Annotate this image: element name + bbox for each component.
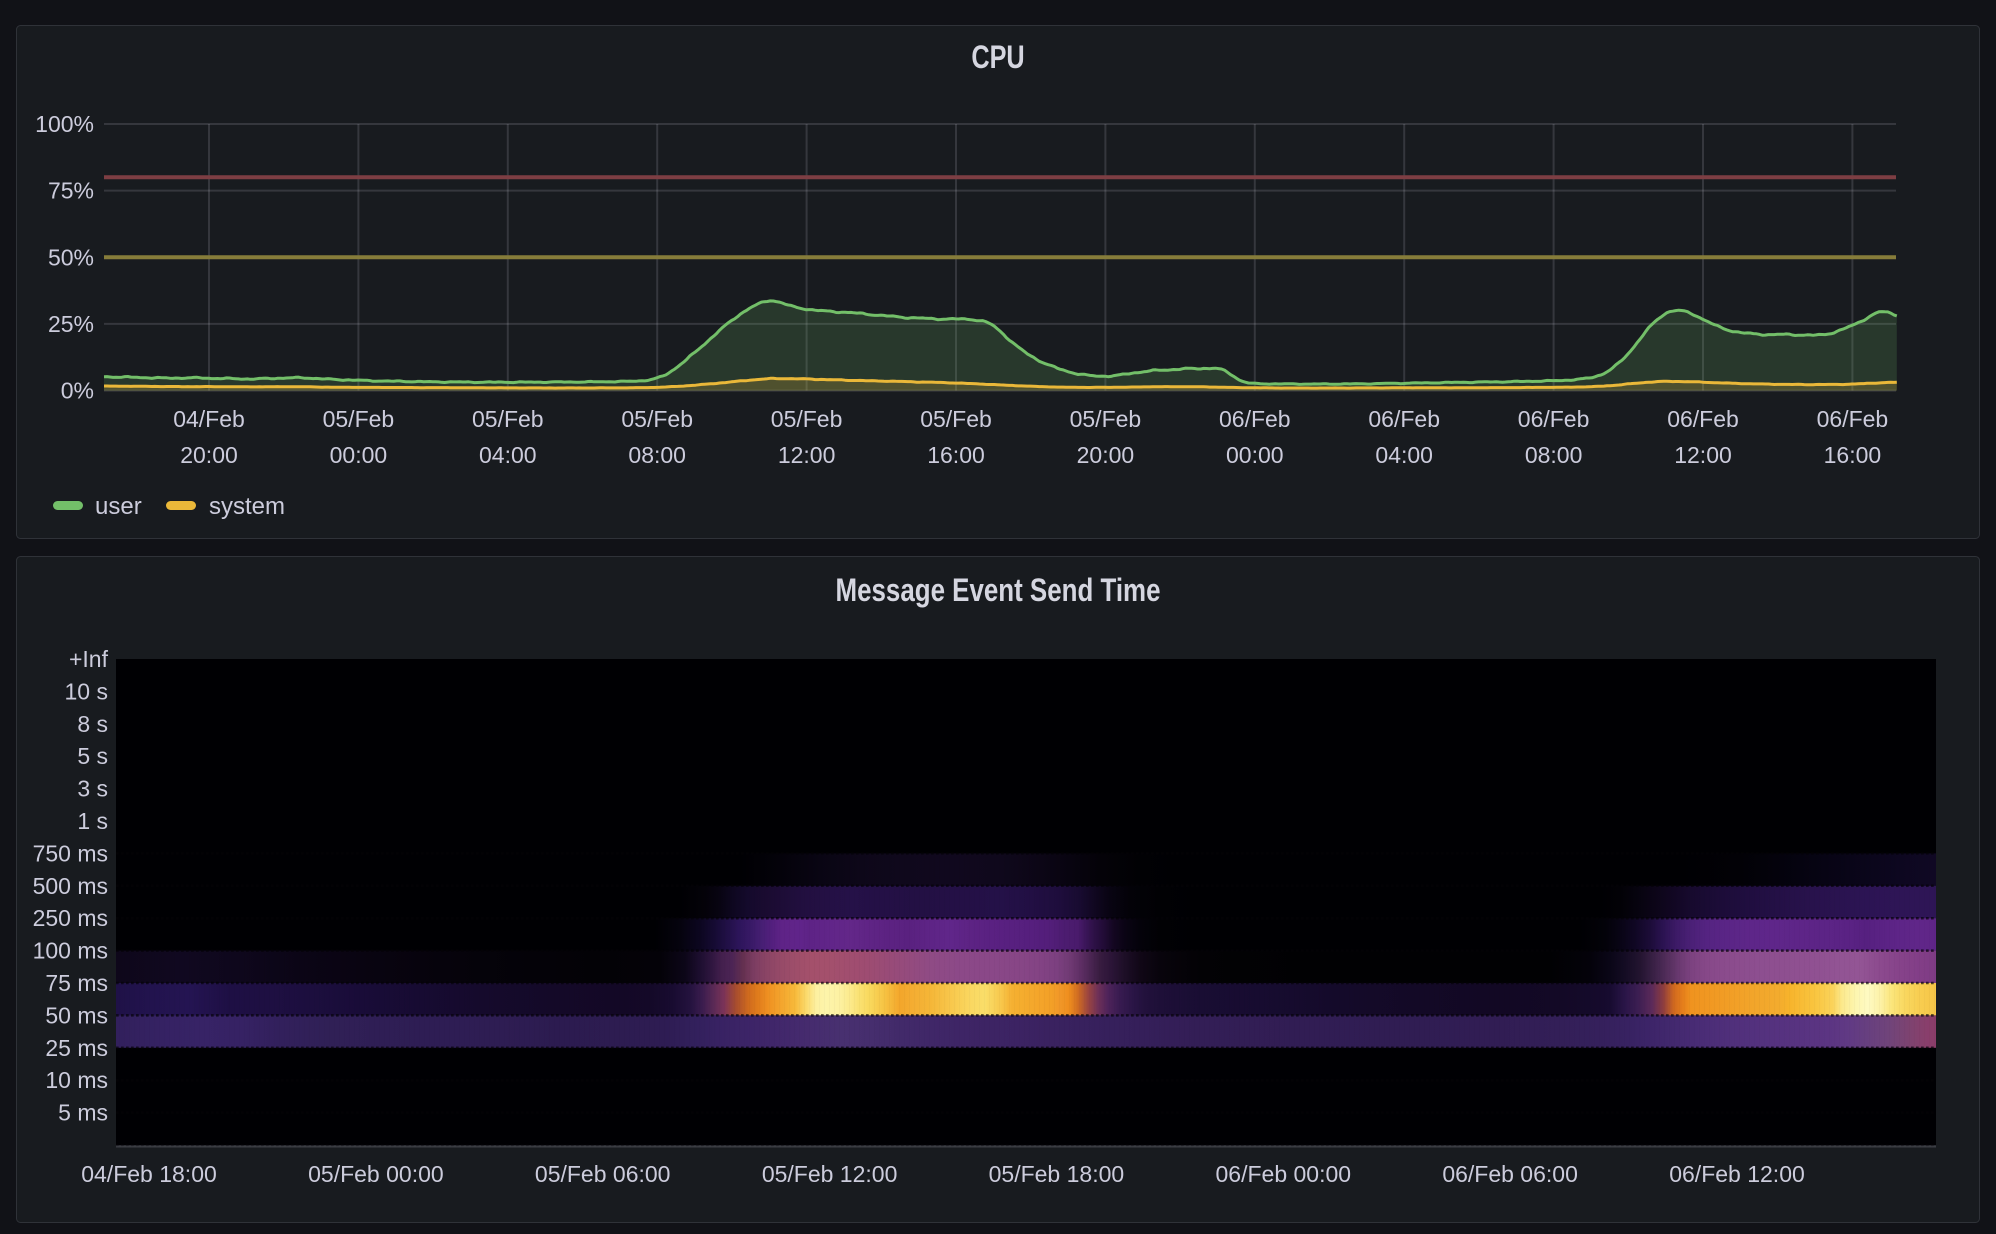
svg-text:16:00: 16:00 [1824, 442, 1882, 468]
svg-text:20:00: 20:00 [1077, 442, 1135, 468]
svg-text:5 ms: 5 ms [58, 1100, 108, 1126]
svg-text:06/Feb: 06/Feb [1667, 406, 1739, 432]
svg-text:12:00: 12:00 [1674, 442, 1732, 468]
svg-text:25 ms: 25 ms [45, 1035, 108, 1061]
svg-text:04/Feb 18:00: 04/Feb 18:00 [81, 1161, 217, 1187]
svg-text:06/Feb 12:00: 06/Feb 12:00 [1669, 1161, 1805, 1187]
svg-text:25%: 25% [48, 311, 94, 337]
svg-text:05/Feb 12:00: 05/Feb 12:00 [762, 1161, 898, 1187]
svg-text:75%: 75% [48, 178, 94, 204]
svg-text:06/Feb 06:00: 06/Feb 06:00 [1442, 1161, 1578, 1187]
svg-text:04/Feb: 04/Feb [173, 406, 245, 432]
svg-text:06/Feb: 06/Feb [1368, 406, 1440, 432]
svg-text:CPU: CPU [971, 40, 1024, 76]
svg-text:100%: 100% [35, 111, 94, 137]
svg-text:10 ms: 10 ms [45, 1067, 108, 1093]
svg-text:500 ms: 500 ms [33, 873, 108, 899]
svg-text:system: system [209, 493, 285, 520]
svg-text:0%: 0% [61, 378, 94, 404]
svg-text:00:00: 00:00 [1226, 442, 1284, 468]
svg-text:05/Feb 06:00: 05/Feb 06:00 [535, 1161, 671, 1187]
svg-text:12:00: 12:00 [778, 442, 836, 468]
svg-text:user: user [95, 493, 142, 520]
svg-text:1 s: 1 s [77, 808, 108, 834]
svg-text:06/Feb: 06/Feb [1219, 406, 1291, 432]
svg-text:05/Feb: 05/Feb [771, 406, 843, 432]
svg-text:50%: 50% [48, 244, 94, 270]
svg-text:08:00: 08:00 [628, 442, 686, 468]
svg-text:10 s: 10 s [65, 678, 108, 704]
svg-text:Message Event Send Time: Message Event Send Time [836, 574, 1161, 609]
svg-text:16:00: 16:00 [927, 442, 985, 468]
svg-text:750 ms: 750 ms [33, 840, 108, 866]
svg-text:06/Feb: 06/Feb [1817, 406, 1889, 432]
svg-text:250 ms: 250 ms [33, 905, 108, 931]
svg-text:05/Feb: 05/Feb [1070, 406, 1142, 432]
svg-text:06/Feb 00:00: 06/Feb 00:00 [1216, 1161, 1352, 1187]
svg-text:08:00: 08:00 [1525, 442, 1583, 468]
svg-text:20:00: 20:00 [180, 442, 238, 468]
svg-text:75 ms: 75 ms [45, 970, 108, 996]
svg-text:8 s: 8 s [77, 711, 108, 737]
svg-text:100 ms: 100 ms [33, 938, 108, 964]
svg-text:3 s: 3 s [77, 776, 108, 802]
svg-text:04:00: 04:00 [479, 442, 537, 468]
svg-text:05/Feb: 05/Feb [323, 406, 395, 432]
svg-text:+Inf: +Inf [69, 646, 109, 672]
svg-text:05/Feb 00:00: 05/Feb 00:00 [308, 1161, 444, 1187]
svg-text:05/Feb: 05/Feb [472, 406, 544, 432]
svg-text:04:00: 04:00 [1375, 442, 1433, 468]
svg-text:05/Feb: 05/Feb [920, 406, 992, 432]
svg-text:06/Feb: 06/Feb [1518, 406, 1590, 432]
svg-text:50 ms: 50 ms [45, 1002, 108, 1028]
svg-text:05/Feb: 05/Feb [621, 406, 693, 432]
svg-text:05/Feb 18:00: 05/Feb 18:00 [989, 1161, 1125, 1187]
svg-text:00:00: 00:00 [330, 442, 388, 468]
svg-text:5 s: 5 s [77, 743, 108, 769]
